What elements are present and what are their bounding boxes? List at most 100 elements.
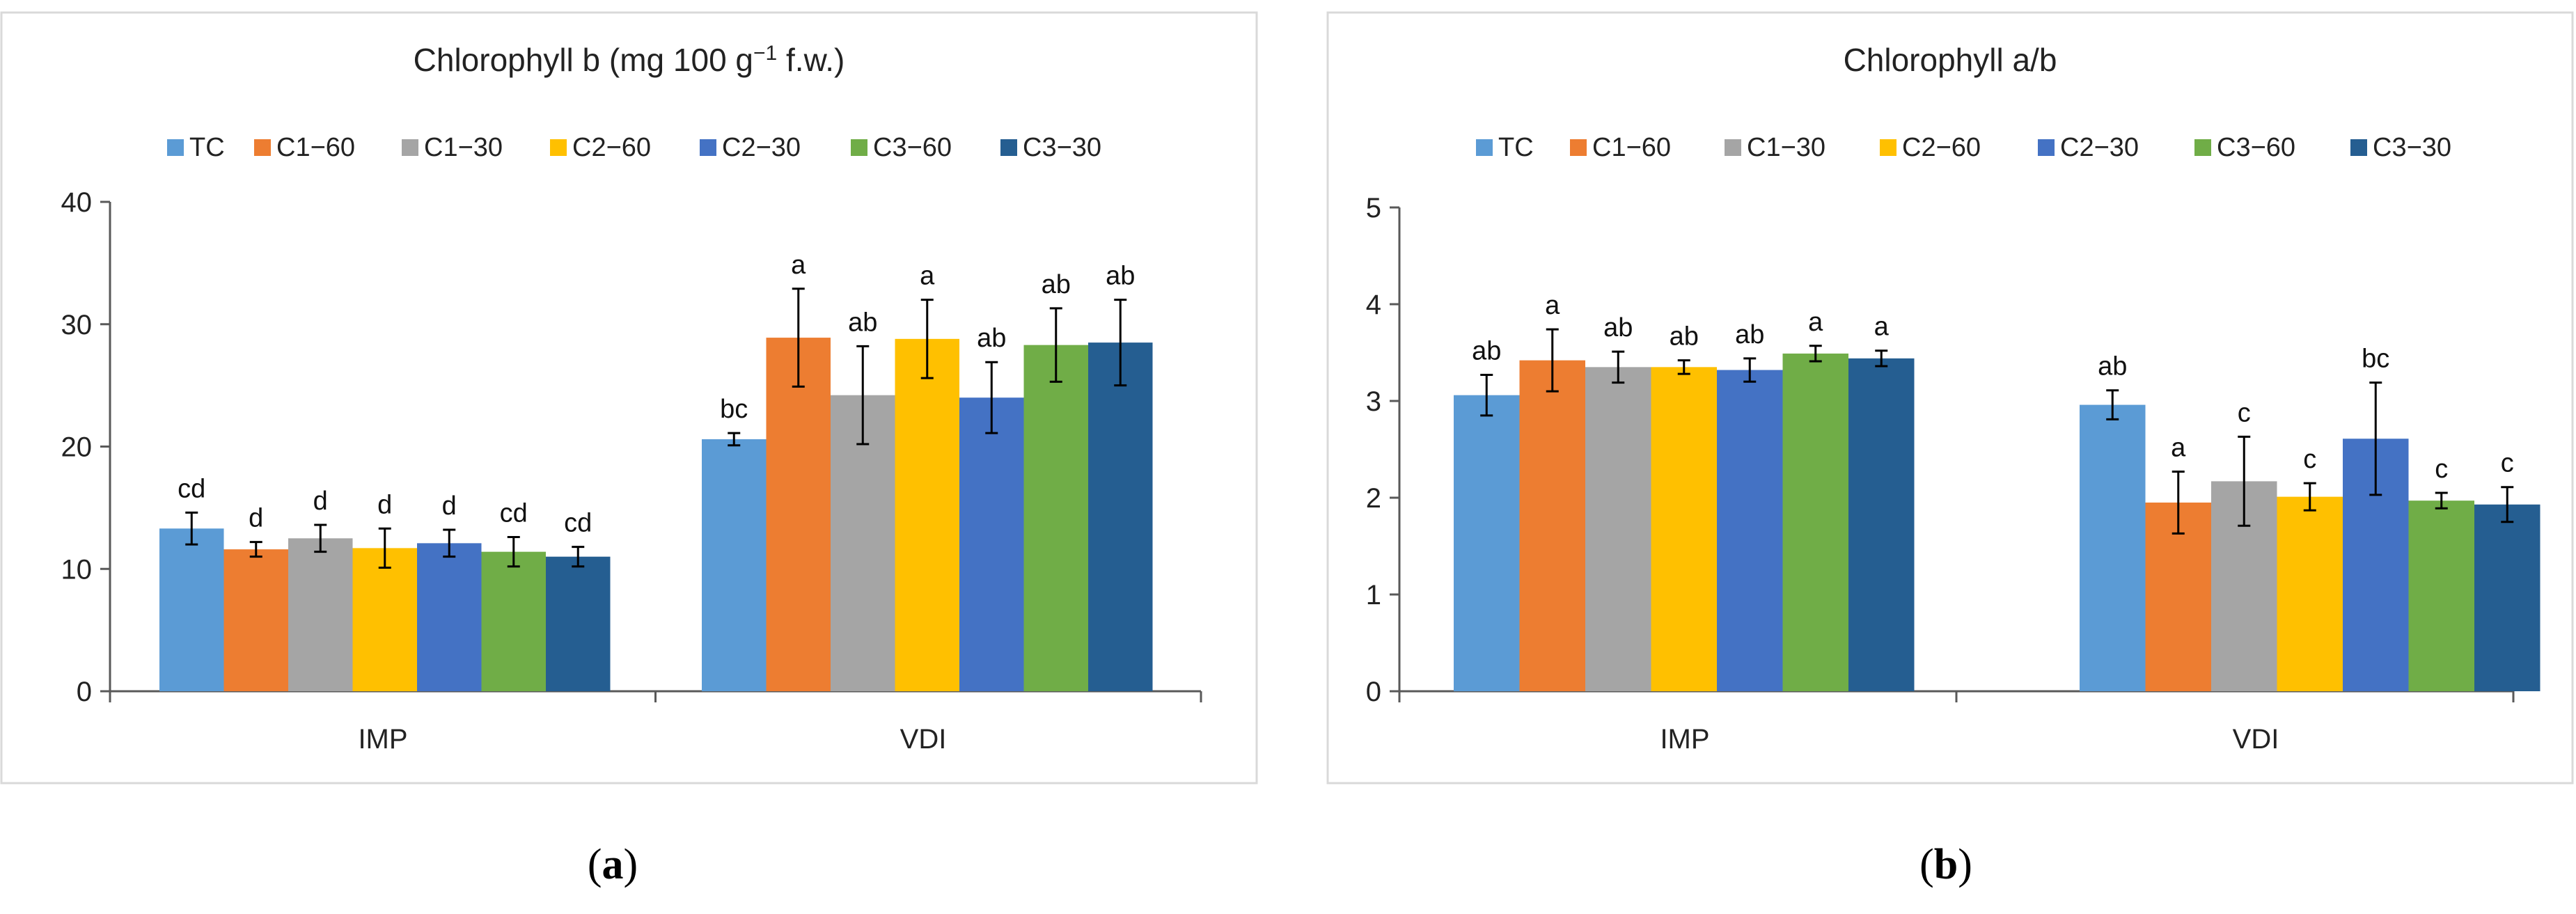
panel-label-close: ) [624, 841, 638, 888]
bar [959, 397, 1024, 691]
legend-label: TC [189, 133, 225, 162]
bar [288, 538, 353, 691]
y-tick-label: 0 [77, 677, 92, 707]
bar [1848, 358, 1915, 691]
significance-letter: a [791, 251, 806, 280]
legend-swatch [700, 139, 716, 156]
bar [223, 549, 288, 691]
legend-swatch [2350, 139, 2367, 156]
significance-letter: ab [977, 324, 1006, 353]
bar [546, 556, 611, 691]
legend-swatch [254, 139, 271, 156]
y-tick-label: 2 [1366, 483, 1381, 514]
bar [417, 543, 482, 691]
legend-item: C1−60 [254, 133, 355, 162]
significance-letter: a [920, 262, 935, 291]
legend-label: C3−60 [2217, 133, 2295, 162]
legend-label: C1−60 [276, 133, 355, 162]
legend-label: C3−60 [873, 133, 952, 162]
bar [1651, 367, 1717, 691]
y-tick-label: 4 [1366, 290, 1381, 320]
chart-title-suffix: f.w.) [777, 42, 845, 78]
bar [1519, 360, 1585, 691]
significance-letter: a [1874, 313, 1890, 342]
legend-item: TC [1476, 133, 1534, 162]
x-category-label: IMP [358, 724, 407, 755]
significance-letter: a [1808, 308, 1823, 337]
x-category-label: VDI [2233, 724, 2279, 755]
bar [1782, 353, 1848, 691]
legend-swatch [851, 139, 867, 156]
legend-label: TC [1498, 133, 1534, 162]
legend-item: C2−30 [700, 133, 801, 162]
y-tick-label: 1 [1366, 580, 1381, 610]
y-tick-label: 20 [61, 432, 93, 463]
significance-letter: bc [2362, 345, 2389, 374]
legend-swatch [1880, 139, 1896, 156]
legend-label: C2−60 [572, 133, 651, 162]
significance-letter: ab [1042, 270, 1071, 299]
panel-label: (a) [588, 841, 638, 888]
legend-item: C2−60 [1880, 133, 1981, 162]
panel-label: (b) [1919, 841, 1972, 888]
legend-item: C1−30 [1725, 133, 1825, 162]
significance-letter: a [1545, 291, 1560, 320]
legend-label: C3−30 [2373, 133, 2451, 162]
legend-label: C1−30 [424, 133, 503, 162]
legend-label: C2−60 [1902, 133, 1981, 162]
legend-swatch [1476, 139, 1493, 156]
bar [352, 548, 417, 691]
legend-swatch [1570, 139, 1587, 156]
legend-swatch [167, 139, 184, 156]
panel-label-letter: a [602, 841, 624, 888]
bar [766, 338, 831, 691]
x-category-label: IMP [1660, 724, 1709, 755]
legend-label: C2−30 [2060, 133, 2139, 162]
bar [2408, 501, 2474, 691]
chart-panel-b: Chlorophyll a/b TC C1−60 C1−30 C2−60 C2−30 C3−… [1326, 11, 2574, 785]
significance-letter: bc [720, 395, 748, 424]
significance-letter: cd [178, 474, 205, 503]
chart-title-main: Chlorophyll a/b [1844, 42, 2057, 78]
significance-letter: ab [1472, 336, 1501, 365]
legend-item: C3−30 [1000, 133, 1101, 162]
bar [1023, 345, 1088, 691]
legend-item: C1−60 [1570, 133, 1671, 162]
significance-letter: d [313, 487, 328, 516]
significance-letter: d [377, 490, 392, 519]
significance-letter: c [2501, 449, 2514, 478]
panel-label-letter: b [1934, 841, 1958, 888]
legend-swatch [402, 139, 418, 156]
significance-letter: ab [1735, 320, 1764, 349]
y-tick-label: 5 [1366, 193, 1381, 223]
y-tick-label: 0 [1366, 677, 1381, 707]
bar [1454, 395, 1520, 691]
bar [2474, 504, 2540, 691]
y-tick-label: 40 [61, 187, 93, 218]
legend-item: C3−30 [2350, 133, 2451, 162]
chart-panel-a: Chlorophyll b (mg 100 g−1 f.w.) TC C1−60 C1… [0, 11, 1258, 785]
bar [702, 439, 767, 691]
significance-letter: d [442, 491, 457, 521]
chart-title-sup: −1 [753, 42, 777, 65]
panel-label-close: ) [1958, 841, 1972, 888]
panel-label-open: ( [1919, 841, 1934, 888]
significance-letter: d [249, 504, 263, 533]
legend-label: C1−30 [1747, 133, 1825, 162]
bar [1717, 370, 1783, 691]
significance-letter: ab [1603, 313, 1633, 342]
bar [1088, 342, 1153, 691]
legend-swatch [550, 139, 567, 156]
legend-item: C2−60 [550, 133, 651, 162]
legend-swatch [1725, 139, 1741, 156]
legend-item: C1−30 [402, 133, 503, 162]
significance-letter: c [2303, 445, 2316, 474]
significance-letter: cd [500, 499, 528, 528]
legend-label: C1−60 [1592, 133, 1671, 162]
bar [481, 551, 546, 691]
x-category-label: VDI [900, 724, 947, 755]
significance-letter: ab [848, 308, 877, 337]
bar [1585, 367, 1651, 691]
significance-letter: a [2171, 433, 2186, 462]
chart-title: Chlorophyll a/b [1844, 42, 2057, 78]
